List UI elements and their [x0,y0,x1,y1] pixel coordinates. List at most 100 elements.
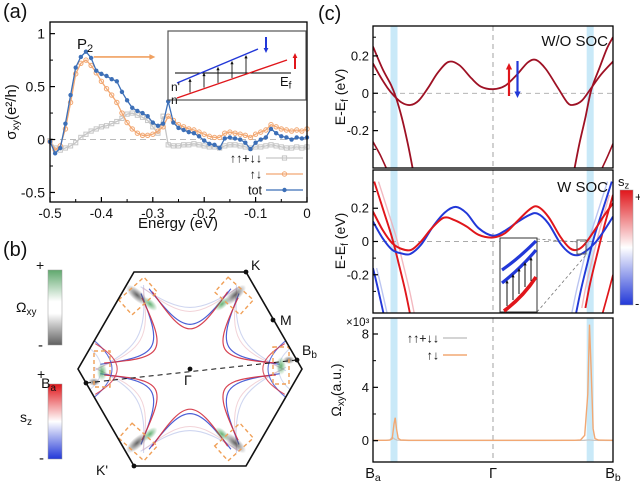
bz-point-Bb-label: Bb [302,342,317,361]
a-series-marker [222,136,227,141]
c-top-y-axis-title: E-Ef (eV) [332,69,351,125]
bz-point-Ba-label: Ba [41,375,56,394]
omega-colorbar [47,269,63,346]
a-legend-label: ↑↓ [250,168,263,182]
c-bottom-scale-label: ×10³ [346,317,370,329]
a-series-marker [104,73,109,79]
a-legend-marker [282,187,287,193]
a-inset-spin-up-arrow-head [292,53,298,58]
a-series-marker [289,137,294,142]
c-spin-down-arrow-head [514,91,521,98]
a-series-marker [114,99,120,106]
a-series-marker [78,60,84,66]
c-inset-transition-arrow-head [523,262,527,266]
bz-point-Kp [131,463,137,469]
highlight-stripe [586,318,594,462]
a-series-marker [165,113,171,119]
a-series-marker [88,55,94,61]
a-series-marker [242,132,249,138]
a-series-marker [124,111,130,117]
a-series-marker [222,143,228,149]
a-series-marker [288,128,295,134]
a-series-marker [206,133,213,140]
a-series-marker [283,145,290,151]
a-series-marker [211,134,218,141]
a-series-marker [191,130,197,136]
c-inset-source-box [576,239,587,255]
a-series-marker [119,89,125,95]
a-series-marker [227,129,233,135]
a-series-marker [232,130,238,136]
a-series-marker [284,135,289,140]
a-series-marker [175,143,182,149]
a-series-marker [94,68,99,73]
fermi-contour-vertex-red [95,343,118,395]
a-series-marker [268,142,274,148]
panel-c-label: (c) [318,3,341,25]
omega-colorbar-title: Ωxy [16,299,36,318]
a-series-marker [186,142,192,148]
bz-point-Gamma [187,366,193,372]
c-band-0-3 [373,141,387,168]
sz-colorbar-c-title: sz [618,174,630,192]
a-series-marker [134,130,141,136]
a-series-marker [160,121,166,126]
a-inset-transition-arrow-head [188,78,192,82]
sz-colorbar-b-title: sz [20,409,32,428]
a-inset-transition-arrow-head [216,66,220,71]
c-inset-blue-band-2 [501,248,538,285]
a-series-marker [140,110,145,116]
bz-highlight-box [213,422,255,462]
a-series-marker [258,144,264,150]
a-x-tick-label: 0 [303,206,311,221]
a-series-marker [196,142,202,148]
c-band-0-2 [573,36,613,168]
c-inset-transition-arrow-head [529,257,533,261]
a-series-marker [181,142,187,148]
a-series-marker [243,140,248,145]
a-peak-label: P2 [77,36,93,55]
a-series-marker [109,76,114,82]
a-series-marker [73,65,78,70]
fermi-contour-vertex-blue [92,338,113,400]
sz-colorbar-b [47,383,63,460]
a-series-marker [155,128,161,134]
a-series-marker [145,114,150,119]
a-series-marker [279,134,284,139]
a-series-marker [63,121,68,126]
c-xtick-Gamma: Γ [489,466,497,482]
a-series-marker [263,127,269,133]
a-series-marker [283,127,290,133]
c-xtick-Ba: Ba [365,466,381,484]
a-series-marker [73,71,79,77]
a-series-marker [253,140,258,145]
a-series-marker [83,57,89,63]
fermi-contour-red [222,297,276,364]
bz-point-Kp-label: K' [96,462,108,478]
a-series-marker [181,127,186,133]
c-y-tick-label: 0.2 [351,201,369,216]
a-series-marker [176,125,181,131]
highlight-stripe [390,318,398,462]
a-series-marker [129,126,135,132]
c-band-2-1 [373,324,613,441]
a-series-marker [258,129,264,135]
texture-smudge [142,427,158,441]
texture-smudge [125,284,149,306]
c-legend-label: ↑↑+↓↓ [407,332,439,346]
fermi-contour-red [104,374,158,441]
a-peak-arrow-head [149,54,156,60]
c-inset-connector [536,254,587,313]
a-series-marker [129,110,135,116]
a-series-marker [119,110,125,116]
a-series-marker [227,135,233,140]
a-series-marker [294,135,299,140]
a-series-marker [237,143,243,149]
a-series-marker [67,99,74,106]
a-series-marker [294,127,300,133]
a-series-marker [109,121,115,127]
a-series-marker [98,78,105,84]
a-series-marker [273,124,279,130]
c-spin-up-arrow-head [505,63,513,70]
a-series-marker [232,142,238,148]
